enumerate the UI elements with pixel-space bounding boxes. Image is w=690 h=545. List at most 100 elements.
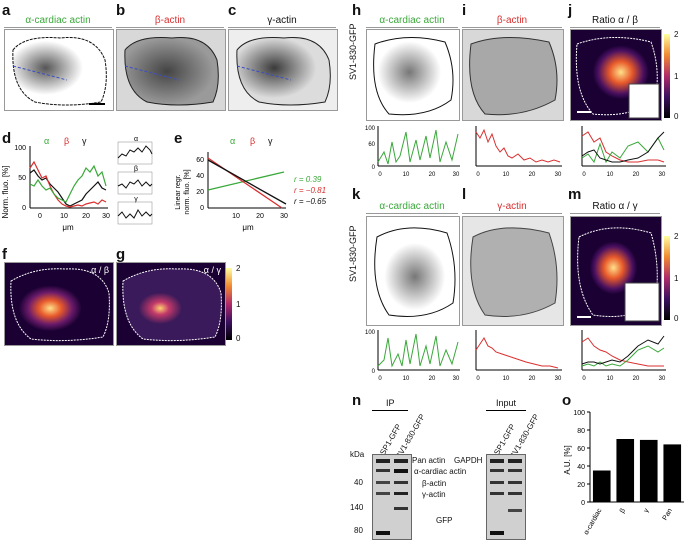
regression-e-beta	[207, 157, 283, 209]
svg-text:30: 30	[659, 376, 666, 382]
ytick-e-60: 60	[196, 157, 204, 164]
chart-o-xtick-label: α-cardiac	[583, 507, 604, 536]
caption-alpha-cardiac-h: α-cardiac actin	[366, 14, 458, 28]
svg-text:100: 100	[365, 126, 376, 132]
panel-label-e: e	[174, 130, 183, 147]
profile-plot-l: 0 10 20 30	[462, 326, 566, 386]
caption-ratio-ag-m: Ratio α / γ	[570, 200, 660, 214]
caption-alpha-cardiac-a: α-cardiac actin	[4, 14, 112, 28]
svg-text:60: 60	[368, 142, 375, 148]
ratio-label-f: α / β	[91, 265, 109, 275]
micrograph-h	[366, 29, 460, 121]
svg-text:10: 10	[503, 376, 510, 382]
legend-d-beta: β	[64, 136, 69, 146]
cell-outline-a	[12, 36, 107, 106]
colorbar-g-tick-2: 2	[236, 264, 241, 273]
kda-marker-80: 80	[354, 526, 363, 535]
kda-marker-140: 140	[350, 503, 364, 512]
svg-text:30: 30	[659, 172, 666, 178]
panel-label-f: f	[2, 246, 7, 263]
svg-text:20: 20	[633, 376, 640, 382]
xtick-d-0: 0	[38, 213, 42, 220]
band-label-beta-actin: β-actin	[422, 479, 447, 488]
svg-text:0: 0	[476, 376, 480, 382]
svg-text:0: 0	[582, 376, 586, 382]
panel-label-i: i	[462, 2, 467, 19]
profile-plot-i: 0 10 20 30	[462, 122, 566, 182]
colorbar-j	[664, 34, 670, 118]
caption-beta-actin-i: β-actin	[462, 14, 562, 28]
svg-text:20: 20	[529, 172, 536, 178]
colorbar-j-tick-1: 1	[674, 72, 679, 81]
svg-text:β: β	[134, 166, 138, 173]
svg-text:20: 20	[633, 172, 640, 178]
micrograph-k	[366, 216, 460, 326]
legend-e-alpha: α	[230, 136, 235, 146]
panel-label-h: h	[352, 2, 362, 19]
band-label-alpha-cardiac: α-cardiac actin	[414, 467, 467, 476]
svg-text:10: 10	[403, 172, 410, 178]
svg-text:10: 10	[503, 172, 510, 178]
regression-e-gamma	[207, 159, 287, 205]
blot-input-rule	[486, 410, 526, 411]
svg-text:0: 0	[476, 172, 480, 178]
panel-label-m: m	[568, 186, 582, 203]
colorbar-m-tick-2: 2	[674, 232, 679, 241]
blot-input-header: Input	[496, 398, 517, 408]
svg-text:10: 10	[403, 376, 410, 382]
svg-text:α: α	[134, 136, 138, 143]
caption-ratio-ab-j: Ratio α / β	[570, 14, 660, 28]
colorbar-g	[226, 268, 232, 340]
svg-text:20: 20	[429, 172, 436, 178]
ytick-d-50: 50	[18, 175, 26, 182]
kda-label: kDa	[350, 450, 365, 459]
svg-text:10: 10	[607, 172, 614, 178]
colorbar-m-tick-0: 0	[674, 314, 679, 323]
profile-plot-j: 0 10 20 30	[568, 122, 672, 182]
chart-o-bar	[639, 439, 658, 502]
blot-ip-header: IP	[386, 398, 395, 408]
svg-text:30: 30	[555, 172, 562, 178]
band-label-pan-actin: Pan actin	[412, 456, 446, 465]
svg-text:30: 30	[453, 376, 460, 382]
chart-o-bar	[592, 470, 611, 502]
chart-o-ytick-label: 80	[577, 428, 585, 435]
plot-e: Linear regr. norm. fluo. [%] 60 40 20 0 …	[172, 128, 342, 244]
r-value-gamma: r = −0.65	[294, 197, 327, 206]
svg-text:30: 30	[555, 376, 562, 382]
svg-text:0: 0	[582, 172, 586, 178]
xlabel-e: μm	[242, 223, 254, 232]
chart-o-xtick-label: Pan	[662, 507, 674, 521]
panel-label-j: j	[568, 2, 573, 19]
chart-o-bar	[663, 444, 682, 502]
band-label-gfp: GFP	[436, 516, 453, 525]
kda-marker-40: 40	[354, 478, 363, 487]
chart-o-ytick-label: 40	[577, 464, 585, 471]
ratio-label-g: α / γ	[203, 265, 221, 275]
band-label-gamma-actin: γ-actin	[422, 490, 446, 499]
caption-beta-actin-b: β-actin	[116, 14, 224, 28]
micrograph-l	[462, 216, 564, 326]
profile-d-alpha	[29, 164, 107, 203]
ratio-image-j	[570, 29, 662, 121]
blot-strip-input	[486, 454, 526, 540]
ytick-e-20: 20	[196, 189, 204, 196]
caption-gamma-actin-l: γ-actin	[462, 200, 562, 214]
xtick-e-30: 30	[280, 213, 288, 220]
chart-o-xtick-label: γ	[643, 507, 651, 514]
svg-text:0: 0	[378, 172, 382, 178]
svg-text:100: 100	[365, 330, 376, 336]
chart-o-bar	[616, 439, 635, 502]
svg-text:30: 30	[453, 172, 460, 178]
r-value-beta: r = −0.81	[294, 186, 326, 195]
panel-label-c: c	[228, 2, 237, 19]
legend-e-beta: β	[250, 136, 255, 146]
ratio-image-m	[570, 216, 662, 326]
r-value-alpha: r = 0.39	[294, 175, 322, 184]
svg-text:γ: γ	[134, 196, 138, 203]
ylabel-e-1: Linear regr.	[175, 174, 182, 209]
svg-text:0: 0	[372, 165, 376, 171]
profile-plot-m: 0 10 20 30	[568, 326, 672, 386]
micrograph-b	[116, 29, 226, 111]
chart-o-ylabel: A.U. [%]	[563, 445, 572, 474]
